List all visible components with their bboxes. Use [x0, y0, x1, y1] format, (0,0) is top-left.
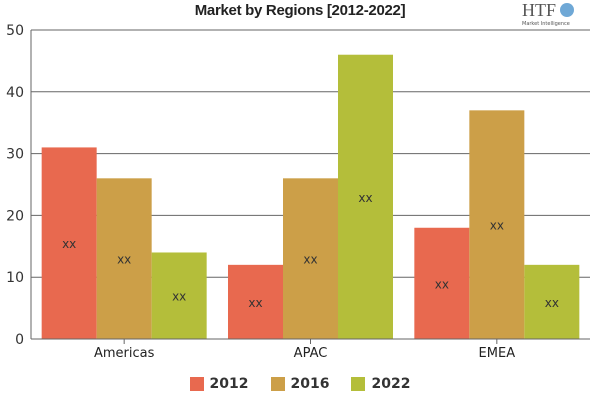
data-label: xx [490, 219, 504, 233]
bar-apac-2022 [338, 54, 393, 339]
legend-item-2012[interactable]: 2012 [189, 376, 249, 392]
bar-americas-2016 [96, 178, 152, 339]
bar-emea-2022 [524, 264, 580, 339]
bar-apac-2012 [228, 264, 283, 339]
data-label: xx [435, 277, 449, 291]
bar-emea-2012 [414, 227, 470, 339]
y-tick-label: 40 [6, 85, 24, 101]
logo-text: HTF [522, 0, 557, 20]
legend-label: 2016 [290, 376, 330, 392]
data-label: xx [358, 191, 372, 205]
y-tick-label: 20 [6, 208, 24, 224]
x-tick-label: Americas [94, 346, 155, 361]
data-label: xx [545, 296, 559, 310]
bar-americas-2022 [151, 252, 207, 339]
legend-item-2016[interactable]: 2016 [270, 376, 330, 392]
y-tick-label: 0 [15, 332, 24, 348]
bar-emea-2016 [469, 110, 525, 339]
legend: 2012 2016 2022 [0, 376, 600, 392]
legend-swatch [189, 377, 204, 391]
legend-label: 2012 [209, 376, 249, 392]
y-tick-label: 10 [6, 270, 24, 286]
legend-item-2022[interactable]: 2022 [351, 376, 410, 392]
legend-swatch [351, 377, 366, 391]
globe-icon [560, 3, 574, 17]
data-label: xx [172, 290, 186, 304]
data-label: xx [303, 253, 317, 267]
data-label: xx [248, 296, 262, 310]
htf-logo: HTF Market Intelligence [522, 0, 586, 29]
logo-subtext: Market Intelligence [522, 21, 570, 27]
legend-label: 2022 [371, 376, 411, 392]
x-tick-label: APAC [294, 346, 328, 361]
y-tick-label: 30 [6, 147, 24, 163]
y-tick-label: 50 [6, 23, 24, 39]
bar-americas-2012 [41, 147, 97, 339]
chart-title: Market by Regions [2012-2022] [194, 2, 406, 19]
data-label: xx [117, 253, 131, 267]
bar-apac-2016 [283, 178, 338, 339]
legend-swatch [270, 377, 285, 391]
x-tick-label: EMEA [479, 346, 516, 361]
data-label: xx [62, 237, 76, 251]
